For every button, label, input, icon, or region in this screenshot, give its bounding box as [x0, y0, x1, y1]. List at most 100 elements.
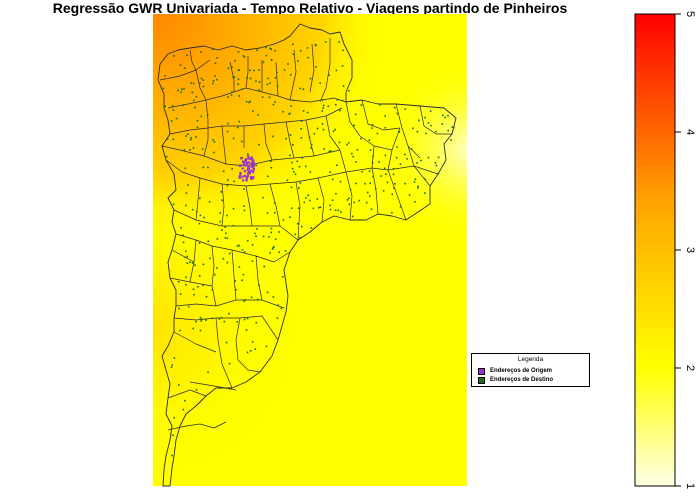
destination-point — [369, 195, 371, 197]
destination-point — [202, 166, 205, 169]
destination-point — [207, 371, 209, 374]
destination-point — [266, 83, 269, 86]
legend-item-origin: Endereços de Origem — [478, 367, 552, 375]
origin-point — [246, 172, 249, 175]
destination-point — [292, 53, 295, 56]
colorbar-tick-label: 4 — [684, 129, 696, 135]
destination-point — [214, 273, 216, 276]
destination-point — [453, 126, 455, 129]
destination-point — [322, 128, 325, 131]
destination-point — [250, 296, 253, 299]
destination-point — [231, 91, 233, 93]
legend-item-destination: Endereços de Destino — [478, 376, 553, 384]
destination-point — [173, 416, 175, 419]
origin-point — [245, 177, 248, 180]
destination-point — [185, 204, 187, 207]
destination-point — [414, 201, 416, 203]
destination-point — [234, 280, 236, 282]
origin-point — [239, 173, 242, 176]
destination-point — [191, 262, 194, 264]
destination-point — [406, 158, 408, 160]
destination-point — [290, 207, 293, 209]
destination-point — [220, 316, 223, 319]
destination-point — [218, 318, 221, 320]
destination-point — [231, 167, 233, 170]
origin-point — [252, 176, 255, 179]
destination-point — [230, 94, 233, 97]
destination-point — [214, 75, 216, 77]
heat-coolspot-east — [153, 14, 467, 486]
destination-point — [191, 208, 194, 211]
destination-point — [192, 147, 195, 149]
destination-point — [171, 454, 173, 457]
destination-point — [270, 48, 273, 51]
destination-point — [219, 220, 222, 223]
destination-point — [341, 65, 344, 67]
destination-point — [410, 148, 413, 150]
destination-point — [224, 226, 226, 228]
destination-point — [251, 341, 254, 343]
destination-point — [243, 188, 245, 190]
destination-point — [185, 135, 187, 137]
destination-point — [335, 69, 338, 72]
destination-point — [437, 156, 440, 159]
destination-point — [336, 164, 338, 167]
destination-point — [336, 99, 339, 101]
destination-point — [268, 236, 270, 238]
destination-point — [386, 181, 389, 184]
destination-point — [305, 197, 307, 199]
origin-point — [252, 163, 256, 166]
destination-point — [189, 149, 191, 151]
destination-point — [192, 327, 194, 330]
destination-point — [177, 89, 179, 92]
destination-point — [237, 83, 240, 85]
destination-point — [270, 231, 272, 234]
destination-point — [278, 231, 280, 233]
destination-point — [339, 109, 341, 112]
destination-point — [199, 214, 202, 217]
destination-point — [245, 100, 248, 103]
destination-point — [338, 141, 341, 144]
destination-point — [173, 55, 175, 57]
destination-point — [243, 205, 245, 207]
destination-point — [229, 252, 231, 255]
origin-point — [243, 170, 246, 173]
origin-point — [239, 171, 242, 174]
destination-point — [203, 216, 205, 219]
destination-point — [249, 77, 252, 80]
destination-point — [416, 130, 419, 133]
destination-point — [330, 150, 332, 152]
destination-point — [430, 124, 432, 127]
destination-point — [360, 137, 362, 140]
destination-point — [396, 146, 398, 148]
destination-point — [269, 82, 271, 84]
destination-point — [358, 199, 360, 202]
destination-point — [301, 157, 304, 159]
destination-point — [200, 318, 203, 320]
destination-point — [195, 320, 197, 323]
destination-point — [399, 163, 402, 165]
destination-point — [202, 79, 205, 81]
destination-point — [288, 113, 290, 115]
destination-point — [284, 250, 287, 252]
destination-point — [271, 248, 274, 250]
destination-point — [294, 233, 297, 236]
destination-point — [162, 87, 165, 90]
destination-point — [283, 69, 286, 71]
destination-point — [180, 91, 182, 93]
destination-point — [206, 114, 209, 117]
origin-point — [250, 166, 253, 169]
destination-point — [393, 106, 396, 109]
origin-point — [238, 175, 241, 178]
destination-point — [255, 235, 257, 237]
destination-point — [265, 46, 267, 49]
destination-point — [290, 186, 293, 189]
destination-point — [309, 199, 311, 202]
destination-point — [185, 276, 187, 279]
destination-point — [198, 222, 201, 225]
destination-point — [233, 76, 236, 78]
destination-point — [322, 107, 324, 109]
destination-point — [310, 227, 313, 229]
destination-point — [265, 54, 268, 57]
destination-point — [249, 69, 251, 72]
